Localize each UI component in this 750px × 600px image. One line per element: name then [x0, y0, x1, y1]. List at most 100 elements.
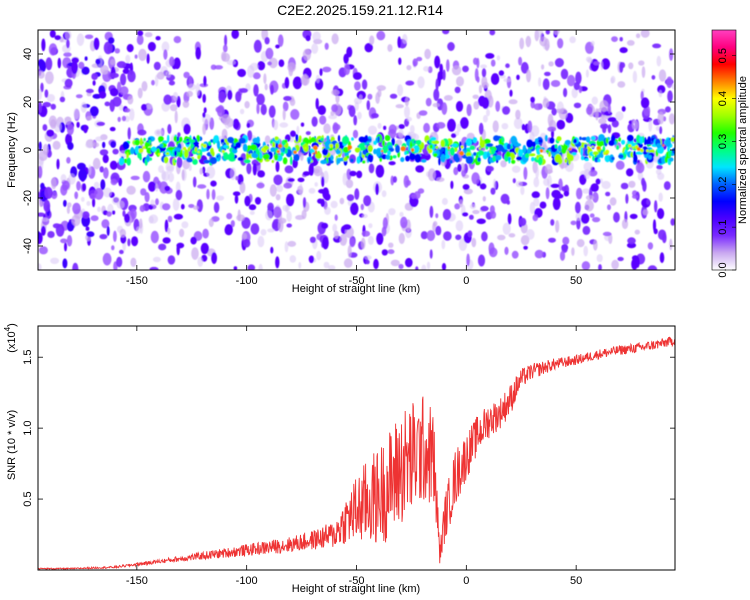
- heatmap-peak-cell: [636, 147, 641, 151]
- heatmap-cell: [38, 263, 42, 270]
- heatmap-band-cell: [148, 139, 152, 144]
- heatmap-cell: [227, 89, 233, 100]
- heatmap-cell: [147, 41, 156, 52]
- heatmap-cell: [163, 94, 172, 105]
- heatmap-peak-cell: [347, 145, 352, 150]
- heatmap-cell: [611, 119, 619, 128]
- heatmap-cell: [235, 91, 242, 103]
- heatmap-peak-cell: [182, 146, 187, 151]
- heatmap-band-cell: [354, 147, 361, 153]
- heatmap-cell: [51, 177, 57, 190]
- heatmap-cell: [533, 177, 540, 188]
- heatmap-cell: [161, 171, 170, 182]
- heatmap-cell: [637, 171, 644, 181]
- heatmap-cell: [202, 112, 206, 118]
- heatmap-cell: [319, 115, 327, 125]
- heatmap-cell: [95, 58, 101, 65]
- heatmap-cell: [398, 124, 405, 130]
- heatmap-cell: [149, 266, 159, 270]
- heatmap-cell: [635, 256, 640, 268]
- heatmap-cell: [613, 212, 620, 223]
- heatmap-band-cell: [143, 137, 146, 142]
- heatmap-cell: [257, 235, 265, 248]
- heatmap-cell: [118, 104, 124, 111]
- heatmap-cell: [648, 119, 653, 132]
- heatmap-cell: [226, 59, 236, 66]
- heatmap-cell: [530, 96, 535, 103]
- heatmap-cell: [632, 70, 638, 83]
- heatmap-band-cell: [405, 155, 410, 162]
- heatmap-cell: [196, 199, 203, 213]
- heatmap-band-cell: [465, 138, 473, 147]
- heatmap-band-cell: [618, 137, 621, 142]
- heatmap-cell: [83, 124, 88, 134]
- heatmap-cell: [267, 61, 272, 66]
- heatmap-band-cell: [336, 157, 339, 166]
- heatmap-band-cell: [237, 157, 244, 161]
- heatmap-cell: [545, 187, 550, 200]
- heatmap-cell: [76, 162, 86, 170]
- heatmap-band-cell: [665, 138, 671, 147]
- heatmap-cell: [354, 188, 360, 200]
- heatmap-cell: [511, 250, 519, 259]
- heatmap-band-cell: [391, 137, 396, 146]
- heatmap-cell: [500, 160, 507, 168]
- heatmap-cell: [290, 109, 300, 120]
- heatmap-cell: [286, 193, 295, 207]
- heatmap-cell: [73, 108, 80, 120]
- heatmap-cell: [479, 183, 487, 190]
- heatmap-peak-cell: [380, 149, 384, 153]
- heatmap-cell: [114, 48, 121, 54]
- heatmap-cell: [552, 197, 561, 211]
- heatmap-cell: [233, 266, 238, 270]
- heatmap-cell: [308, 187, 316, 194]
- heatmap-band-cell: [404, 151, 407, 156]
- heatmap-cell: [435, 213, 439, 219]
- snr-y-tick-label: 1.0: [22, 420, 34, 435]
- heatmap-cell: [669, 48, 674, 61]
- heatmap-band-cell: [478, 150, 484, 156]
- heatmap-cell: [81, 196, 85, 202]
- heatmap-cell: [273, 206, 282, 219]
- heatmap-band-cell: [222, 144, 229, 149]
- heatmap-cell: [473, 101, 480, 110]
- heatmap-y-ticks: -40 -20 0 20 40: [22, 48, 675, 254]
- heatmap-cell: [52, 140, 61, 150]
- heatmap-cell: [573, 102, 582, 109]
- heatmap-band-cell: [163, 156, 169, 164]
- heatmap-cell: [655, 126, 661, 131]
- heatmap-band-cell: [584, 158, 589, 162]
- heatmap-cell: [345, 179, 354, 189]
- heatmap-cell: [534, 249, 544, 259]
- heatmap-cell: [276, 184, 284, 193]
- heatmap-cell: [200, 242, 209, 255]
- heatmap-cell: [155, 198, 159, 206]
- heatmap-cell: [580, 213, 590, 224]
- heatmap-cell: [377, 122, 382, 129]
- heatmap-cell: [409, 125, 415, 134]
- heatmap-cell: [656, 164, 663, 170]
- heatmap-cell: [224, 34, 228, 47]
- heatmap-cell: [218, 91, 226, 103]
- heatmap-cell: [103, 187, 112, 198]
- heatmap-cell: [434, 55, 441, 69]
- heatmap-cell: [488, 242, 495, 255]
- heatmap-cell: [62, 258, 68, 269]
- heatmap-cell: [508, 99, 518, 105]
- heatmap-cell: [404, 105, 410, 119]
- heatmap-cell: [610, 77, 615, 84]
- heatmap-cell: [155, 183, 159, 192]
- heatmap-cell: [163, 49, 168, 60]
- heatmap-cell: [544, 164, 553, 175]
- heatmap-cell: [38, 141, 42, 152]
- heatmap-cell: [229, 167, 237, 181]
- heatmap-peak-cell: [662, 144, 665, 147]
- heatmap-band-cell: [196, 135, 201, 142]
- heatmap-cell: [109, 99, 115, 112]
- heatmap-cell: [134, 54, 138, 59]
- heatmap-cell: [361, 213, 368, 219]
- heatmap-cell: [131, 236, 139, 247]
- heatmap-cell: [657, 172, 665, 180]
- heatmap-band-cell: [486, 143, 494, 148]
- heatmap-cell: [429, 249, 433, 259]
